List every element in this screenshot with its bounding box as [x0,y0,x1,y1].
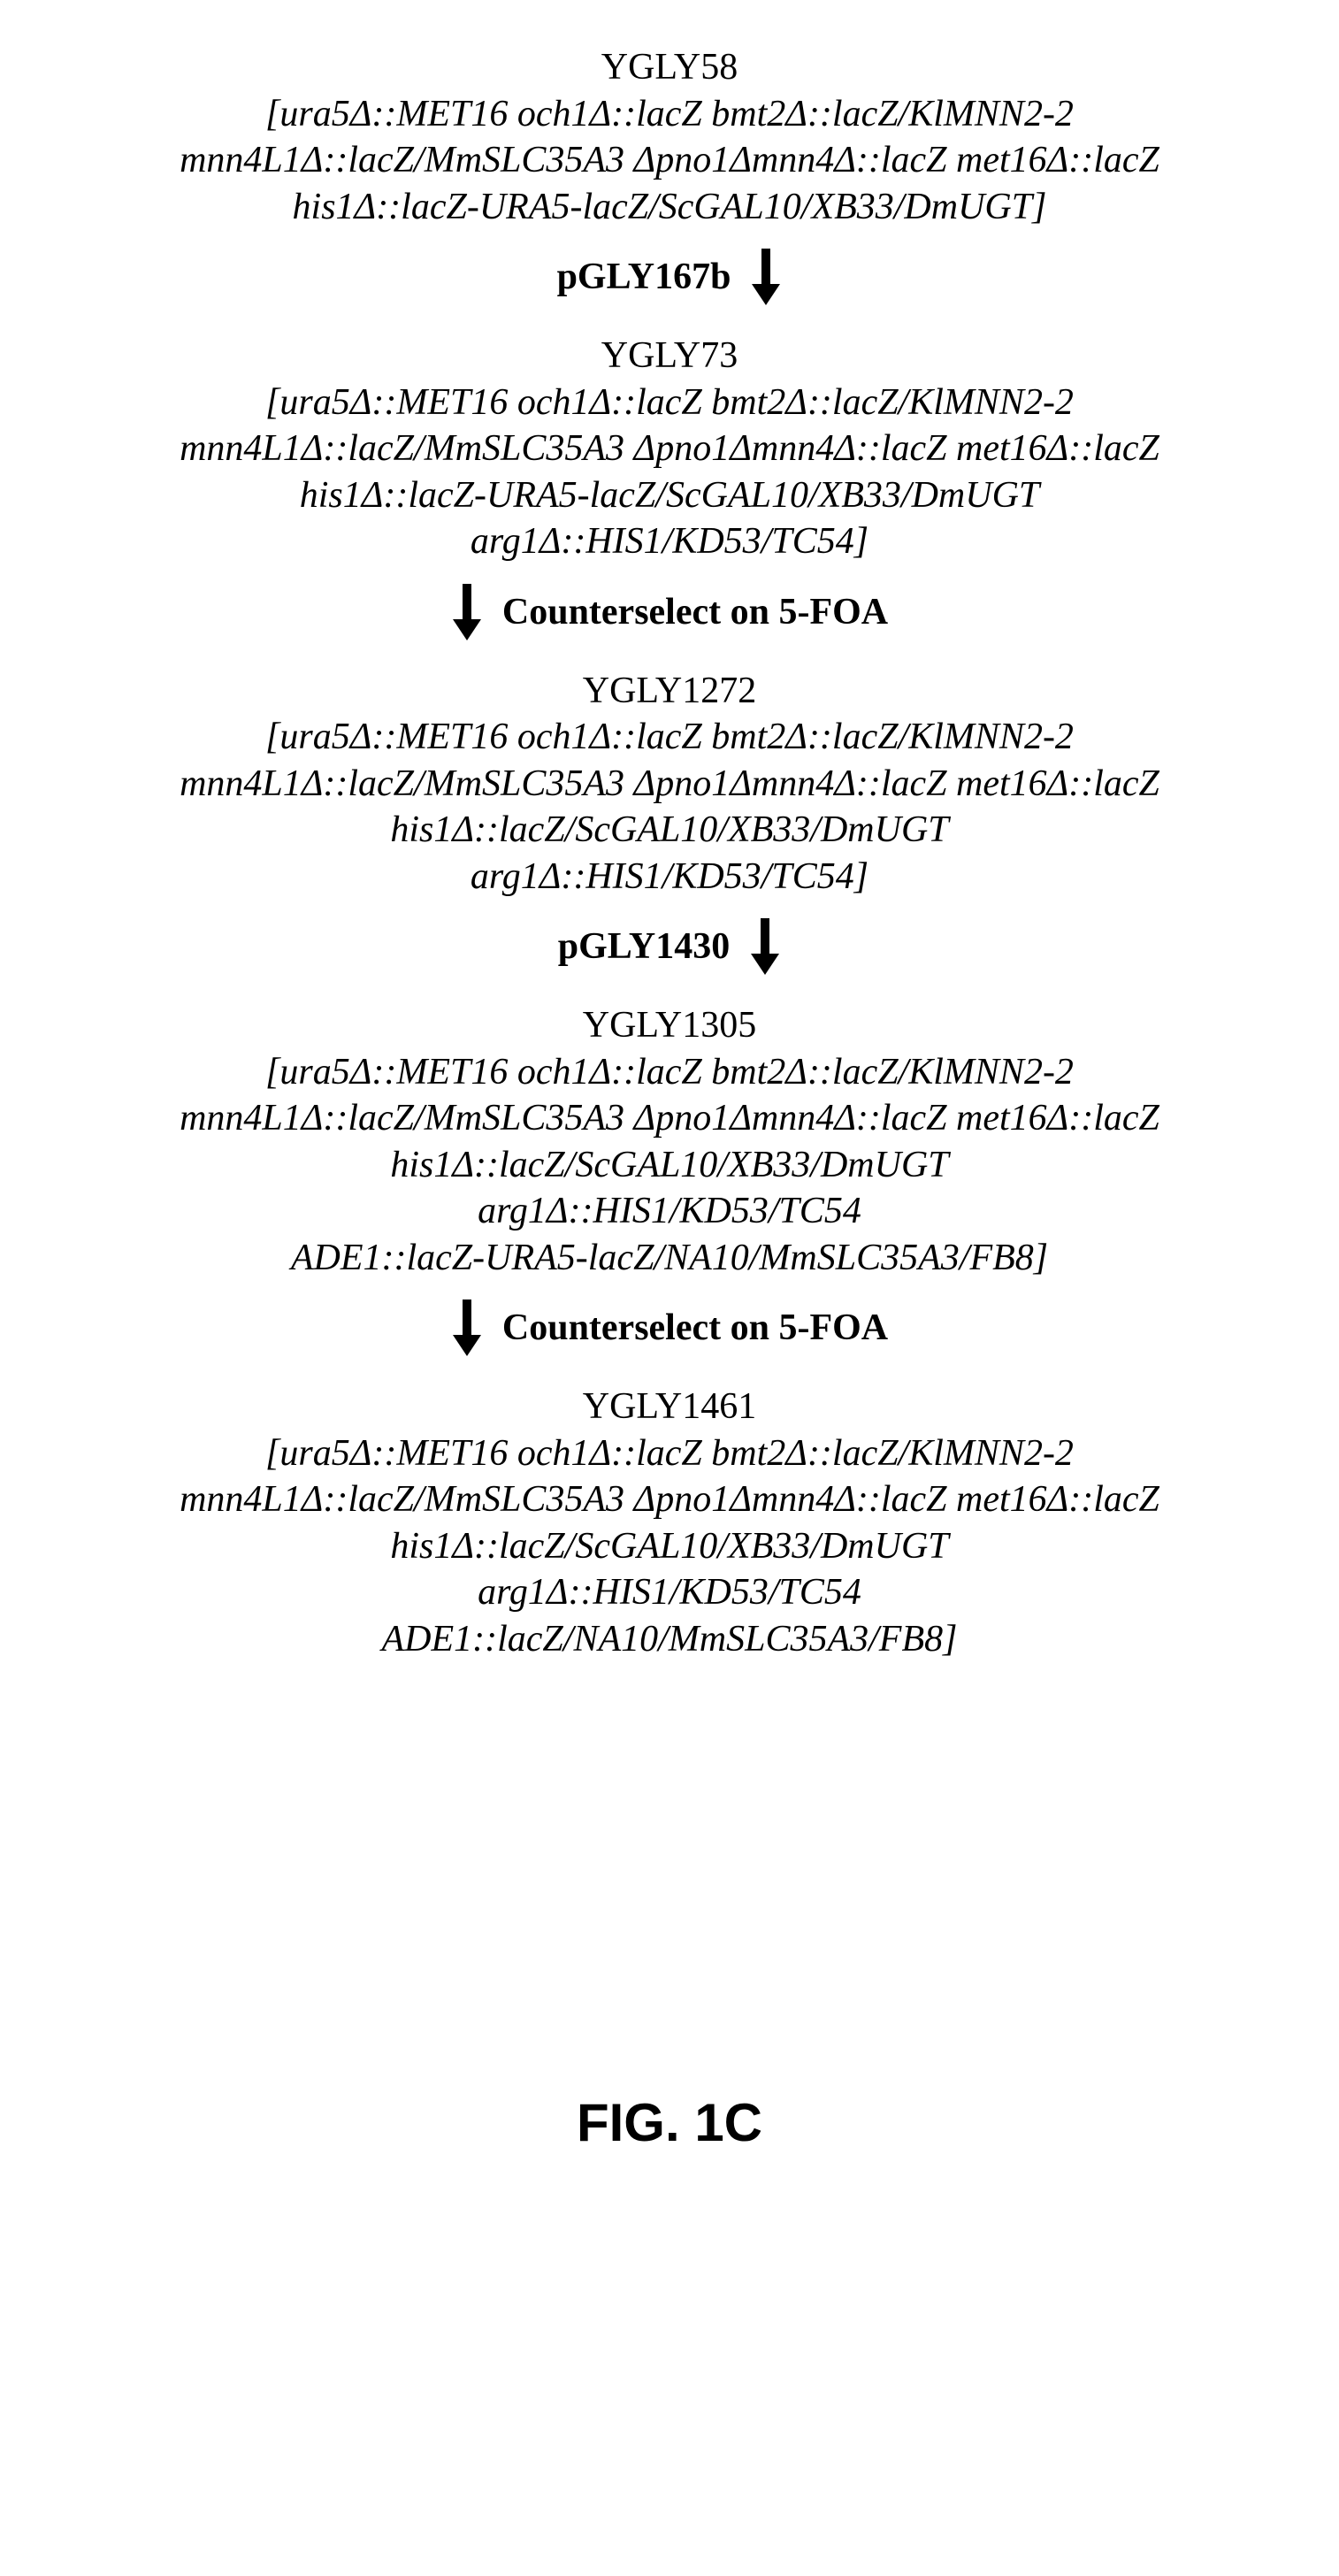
genotype-0-0: [ura5Δ::MET16 och1Δ::lacZ bmt2Δ::lacZ/Kl… [180,91,1159,138]
step-label-2: pGLY1430 [558,925,731,968]
genotype-3-4: ADE1::lacZ-URA5-lacZ/NA10/MmSLC35A3/FB8] [180,1235,1159,1282]
genotype-0-2: his1Δ::lacZ-URA5-lacZ/ScGAL10/XB33/DmUGT… [180,184,1159,231]
genotype-1-2: his1Δ::lacZ-URA5-lacZ/ScGAL10/XB33/DmUGT [180,472,1159,519]
strain-name-4: YGLY1461 [180,1384,1159,1430]
strain-block-0: YGLY58 [ura5Δ::MET16 och1Δ::lacZ bmt2Δ::… [180,44,1159,230]
strain-block-4: YGLY1461 [ura5Δ::MET16 och1Δ::lacZ bmt2Δ… [180,1384,1159,1662]
step-row-1: Counterselect on 5-FOA [451,581,888,643]
genotype-4-1: mnn4L1Δ::lacZ/MmSLC35A3 Δpno1Δmnn4Δ::lac… [180,1476,1159,1523]
genotype-3-2: his1Δ::lacZ/ScGAL10/XB33/DmUGT [180,1142,1159,1189]
down-arrow-icon [749,918,781,975]
genotype-1-1: mnn4L1Δ::lacZ/MmSLC35A3 Δpno1Δmnn4Δ::lac… [180,426,1159,472]
figure-label: FIG. 1C [577,2092,762,2153]
strain-block-2: YGLY1272 [ura5Δ::MET16 och1Δ::lacZ bmt2Δ… [180,668,1159,901]
step-label-0: pGLY167b [557,256,731,298]
genotype-4-4: ADE1::lacZ/NA10/MmSLC35A3/FB8] [180,1616,1159,1663]
strain-name-1: YGLY73 [180,333,1159,380]
step-row-0: pGLY167b [557,246,783,308]
step-row-3: Counterselect on 5-FOA [451,1297,888,1359]
step-label-3: Counterselect on 5-FOA [502,1307,888,1349]
genotype-2-0: [ura5Δ::MET16 och1Δ::lacZ bmt2Δ::lacZ/Kl… [180,714,1159,761]
step-label-1: Counterselect on 5-FOA [502,591,888,633]
down-arrow-icon [750,249,782,305]
genotype-4-2: his1Δ::lacZ/ScGAL10/XB33/DmUGT [180,1523,1159,1570]
strain-name-3: YGLY1305 [180,1002,1159,1049]
strain-block-3: YGLY1305 [ura5Δ::MET16 och1Δ::lacZ bmt2Δ… [180,1002,1159,1281]
down-arrow-icon [451,1300,483,1356]
strain-block-1: YGLY73 [ura5Δ::MET16 och1Δ::lacZ bmt2Δ::… [180,333,1159,565]
genotype-3-0: [ura5Δ::MET16 och1Δ::lacZ bmt2Δ::lacZ/Kl… [180,1049,1159,1096]
genotype-3-3: arg1Δ::HIS1/KD53/TC54 [180,1188,1159,1235]
genotype-4-0: [ura5Δ::MET16 och1Δ::lacZ bmt2Δ::lacZ/Kl… [180,1430,1159,1477]
genotype-4-3: arg1Δ::HIS1/KD53/TC54 [180,1569,1159,1616]
down-arrow-icon [451,584,483,640]
genotype-1-3: arg1Δ::HIS1/KD53/TC54] [180,518,1159,565]
strain-name-2: YGLY1272 [180,668,1159,715]
step-row-2: pGLY1430 [558,916,782,978]
genotype-1-0: [ura5Δ::MET16 och1Δ::lacZ bmt2Δ::lacZ/Kl… [180,380,1159,426]
genotype-0-1: mnn4L1Δ::lacZ/MmSLC35A3 Δpno1Δmnn4Δ::lac… [180,137,1159,184]
genotype-2-1: mnn4L1Δ::lacZ/MmSLC35A3 Δpno1Δmnn4Δ::lac… [180,761,1159,808]
strain-name-0: YGLY58 [180,44,1159,91]
genotype-2-2: his1Δ::lacZ/ScGAL10/XB33/DmUGT [180,807,1159,854]
genotype-3-1: mnn4L1Δ::lacZ/MmSLC35A3 Δpno1Δmnn4Δ::lac… [180,1095,1159,1142]
genotype-2-3: arg1Δ::HIS1/KD53/TC54] [180,854,1159,901]
figure-page: YGLY58 [ura5Δ::MET16 och1Δ::lacZ bmt2Δ::… [0,0,1339,2224]
